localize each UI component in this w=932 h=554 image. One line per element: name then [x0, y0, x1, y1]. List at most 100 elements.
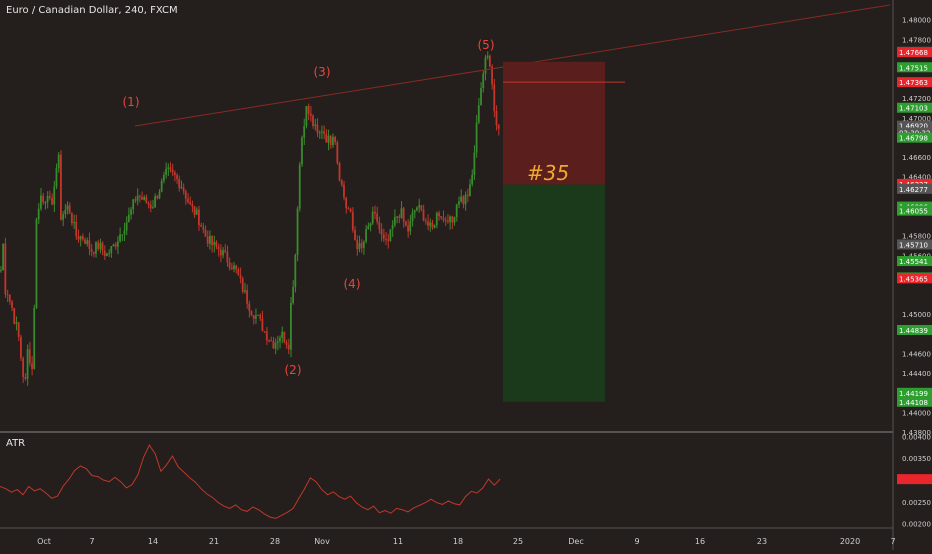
candle-body	[261, 318, 264, 332]
candle-body	[312, 115, 314, 126]
candle-body	[424, 220, 427, 222]
candle-body	[371, 211, 374, 224]
candle-body	[167, 167, 170, 169]
candle-body	[178, 178, 181, 188]
price-badge	[897, 183, 932, 194]
candle-body	[464, 194, 467, 205]
x-tick-label: 18	[453, 537, 463, 546]
price-badge-label: 1.46055	[899, 208, 928, 216]
candle-body	[301, 137, 303, 165]
candle-body	[81, 236, 84, 240]
candle-body	[189, 202, 192, 205]
candle-body	[213, 242, 216, 246]
candle-body	[356, 240, 359, 250]
candle-body	[62, 214, 64, 220]
candle-body	[226, 251, 229, 263]
price-badge-label: 1.44199	[899, 390, 928, 398]
candle-body	[385, 238, 387, 240]
x-tick-label: 25	[513, 537, 523, 546]
candle-body	[466, 194, 469, 196]
y-tick-label: 1.47800	[902, 36, 931, 44]
x-tick-label: 11	[393, 537, 403, 546]
candle-body	[497, 125, 500, 129]
candle-body	[171, 169, 174, 173]
candle-body	[334, 136, 337, 143]
y-tick-label: 1.44600	[902, 350, 931, 358]
candle-body	[149, 204, 152, 209]
candle-body	[235, 265, 238, 270]
candle-body	[77, 236, 80, 240]
y-tick-label: 1.48000	[902, 17, 931, 25]
candle-body	[46, 196, 49, 203]
y-tick-label: 1.44400	[902, 370, 931, 378]
candle-body	[222, 250, 224, 256]
candle-body	[268, 340, 270, 342]
candle-body	[451, 216, 454, 223]
candle-body	[488, 55, 491, 67]
candle-body	[187, 198, 189, 203]
candle-body	[200, 225, 202, 227]
atr-series-line	[0, 444, 501, 519]
candle-body	[224, 250, 227, 252]
candle-body	[193, 206, 196, 215]
candle-body	[369, 223, 372, 227]
candle-body	[252, 315, 255, 319]
position-risk-zone	[503, 82, 605, 185]
wave-label: (1)	[123, 95, 140, 109]
candle-body	[40, 195, 42, 209]
candle-body	[123, 230, 126, 235]
candle-body	[480, 88, 482, 106]
candle-body	[215, 242, 218, 247]
candle-body	[0, 270, 2, 272]
price-badge-label: 1.47103	[899, 105, 928, 113]
price-badge-label: 1.45710	[899, 241, 928, 249]
candle-body	[112, 244, 115, 246]
candle-body	[70, 213, 73, 224]
atr-tick-label: 0.00200	[902, 521, 931, 529]
candle-body	[244, 290, 246, 292]
candle-body	[380, 229, 383, 235]
candle-body	[440, 216, 443, 218]
x-tick-label: Oct	[37, 537, 51, 546]
position-annotation: #35	[527, 161, 569, 185]
candle-body	[6, 294, 9, 296]
candle-body	[292, 287, 295, 303]
candle-body	[79, 236, 82, 240]
candle-body	[66, 205, 69, 210]
candle-body	[263, 331, 266, 333]
candle-body	[391, 225, 394, 230]
price-badge-label: 1.44839	[899, 327, 928, 335]
y-tick-label: 1.45800	[902, 233, 931, 241]
price-badge	[897, 256, 932, 267]
candle-body	[429, 222, 432, 226]
price-badge	[897, 273, 932, 284]
candle-body	[90, 248, 93, 252]
price-badge	[897, 62, 932, 73]
candle-body	[217, 246, 220, 250]
candle-body	[202, 226, 205, 230]
candle-body	[281, 331, 284, 338]
candle-body	[407, 225, 409, 232]
candle-body	[305, 106, 308, 126]
atr-badge	[897, 474, 932, 485]
candle-body	[475, 122, 478, 153]
candle-body	[486, 55, 489, 58]
candle-body	[17, 322, 20, 337]
candle-body	[8, 294, 11, 302]
candle-body	[101, 242, 104, 251]
candle-body	[88, 240, 91, 249]
price-badge	[897, 396, 932, 407]
candle-body	[374, 211, 376, 214]
candle-body	[294, 254, 297, 288]
price-badge	[897, 239, 932, 250]
position-stop-zone	[503, 61, 605, 83]
candle-body	[57, 154, 60, 169]
candle-body	[272, 340, 275, 349]
candle-body	[26, 349, 29, 379]
candle-body	[303, 125, 306, 138]
candle-body	[327, 135, 330, 143]
candle-body	[165, 168, 167, 175]
candle-body	[35, 219, 38, 308]
candle-body	[382, 234, 385, 239]
candle-body	[204, 229, 207, 237]
